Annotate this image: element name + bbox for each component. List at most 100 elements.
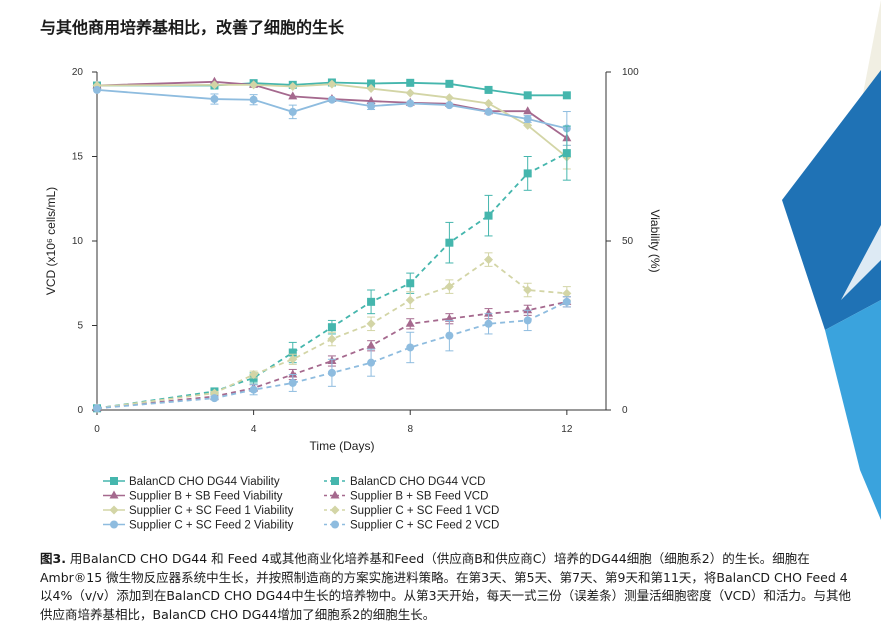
data-point	[288, 82, 298, 92]
data-point	[288, 369, 298, 378]
series-6	[92, 252, 572, 413]
data-point	[445, 331, 454, 340]
figure-caption: 图3. 用BalanCD CHO DG44 和 Feed 4或其他商业化培养基和…	[40, 550, 860, 624]
legend-item: BalanCD CHO DG44 Viability	[103, 476, 280, 488]
axes: 0 4 8 12 0 5 10 15 20 0 50 100 Time (Days) VCD (x…	[44, 67, 662, 453]
data-point	[210, 394, 219, 403]
data-point	[444, 93, 454, 103]
data-point	[288, 348, 297, 357]
figure-label: 图3.	[40, 551, 66, 566]
data-point	[288, 354, 298, 364]
series-2	[92, 79, 572, 170]
data-point	[405, 318, 415, 327]
data-point	[366, 84, 376, 94]
series-line	[96, 300, 568, 410]
series-5	[92, 296, 572, 412]
legend-item: Supplier B + SB Feed VCD	[324, 490, 488, 503]
legend-swatch-marker	[109, 505, 119, 515]
data-point	[249, 80, 259, 90]
series-line	[96, 301, 568, 410]
y-axis-left-label: VCD (x10⁶ cells/mL)	[44, 187, 58, 295]
x-tick-label: 4	[251, 424, 257, 435]
decor-white-sliver	[841, 225, 881, 300]
legend-swatch-marker	[331, 477, 339, 485]
legend-label: Supplier B + SB Feed Viability	[129, 491, 283, 503]
data-point	[288, 107, 297, 116]
data-point	[484, 255, 494, 265]
data-point	[445, 79, 454, 88]
x-tick-label: 12	[561, 424, 573, 435]
legend-label: BalanCD CHO DG44 Viability	[129, 476, 280, 488]
legend-label: Supplier C + SC Feed 2 Viability	[129, 520, 294, 532]
legend-item: Supplier C + SC Feed 2 Viability	[103, 520, 294, 532]
data-point	[406, 99, 415, 108]
right-y-ticks: 0 50 100	[606, 67, 639, 416]
data-point	[249, 385, 258, 394]
data-point	[93, 404, 101, 413]
data-point	[444, 282, 454, 292]
legend-swatch-marker	[330, 505, 340, 515]
legend-item: Supplier C + SC Feed 1 VCD	[324, 505, 499, 517]
data-point	[249, 95, 258, 104]
y-left-tick-label: 20	[72, 67, 84, 78]
legend-item: Supplier C + SC Feed 2 VCD	[324, 520, 499, 532]
x-axis-label: Time (Days)	[310, 439, 375, 453]
legend-label: Supplier C + SC Feed 1 VCD	[350, 505, 499, 517]
legend: BalanCD CHO DG44 Viability Supplier B + S…	[103, 476, 499, 532]
data-point	[367, 358, 376, 367]
plot-area	[92, 76, 572, 413]
legend-label: Supplier B + SB Feed VCD	[350, 491, 488, 503]
data-point	[523, 305, 533, 314]
series-4	[93, 125, 571, 413]
legend-swatch-marker	[331, 520, 339, 529]
left-y-ticks: 0 5 10 15 20	[72, 67, 97, 416]
data-point	[249, 370, 259, 380]
data-point	[405, 88, 415, 98]
legend-item: BalanCD CHO DG44 VCD	[324, 476, 485, 488]
data-point	[406, 279, 415, 288]
legend-label: Supplier C + SC Feed 1 Viability	[129, 505, 294, 517]
series-3	[93, 85, 571, 146]
data-point	[484, 98, 494, 108]
y-left-tick-label: 15	[72, 152, 84, 163]
data-point	[367, 79, 376, 88]
data-point	[523, 120, 533, 130]
data-point	[484, 211, 493, 220]
data-point	[405, 295, 415, 305]
data-point	[562, 149, 571, 158]
legend-swatch-marker	[110, 520, 118, 529]
caption-text: 用BalanCD CHO DG44 和 Feed 4或其他商业化培养基和Feed…	[40, 551, 851, 622]
data-point	[366, 96, 376, 105]
data-point	[484, 107, 493, 116]
decor-blue-light-shape	[825, 300, 881, 520]
data-point	[523, 169, 532, 178]
data-point	[327, 79, 337, 89]
x-tick-label: 0	[94, 424, 100, 435]
data-point	[562, 297, 571, 306]
legend-item: Supplier B + SB Feed Viability	[103, 490, 283, 503]
data-point	[445, 101, 454, 110]
data-point	[366, 319, 376, 329]
data-point	[406, 78, 415, 87]
data-point	[484, 319, 493, 328]
data-point	[288, 378, 297, 387]
x-tick-label: 8	[407, 424, 413, 435]
data-point	[406, 343, 415, 352]
y-axis-right-label: Viability (%)	[648, 209, 662, 272]
legend-item: Supplier C + SC Feed 1 Viability	[103, 505, 294, 517]
y-right-tick-label: 100	[622, 67, 639, 78]
data-point	[523, 91, 532, 100]
page-title: 与其他商用培养基相比，改善了细胞的生长	[40, 18, 345, 37]
legend-label: Supplier C + SC Feed 2 VCD	[350, 520, 499, 532]
y-left-tick-label: 5	[77, 321, 83, 332]
legend-label: BalanCD CHO DG44 VCD	[350, 476, 485, 488]
data-point	[484, 308, 494, 317]
data-point	[444, 313, 454, 322]
y-left-tick-label: 0	[77, 405, 83, 416]
decor-blue-dark-shape	[782, 70, 881, 330]
y-left-tick-label: 10	[72, 236, 84, 247]
data-point	[327, 323, 336, 332]
y-right-tick-label: 50	[622, 236, 634, 247]
data-point	[366, 340, 376, 349]
data-point	[523, 316, 532, 325]
